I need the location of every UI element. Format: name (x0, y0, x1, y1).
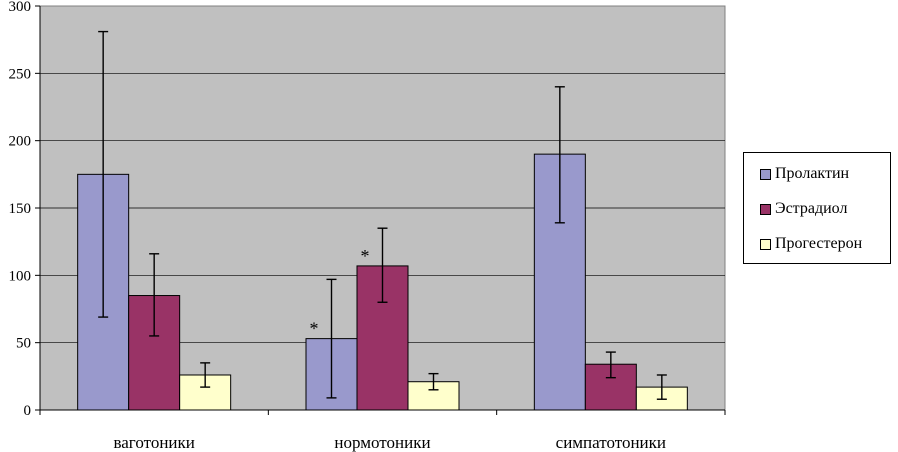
x-tick-labels: ваготоники нормотоники симпатотоники (113, 433, 666, 452)
x-tick-label: нормотоники (334, 433, 430, 452)
y-tick-label: 150 (9, 201, 32, 217)
legend: Пролактин Эстрадиол Прогестерон (743, 152, 891, 264)
significance-markers: ** (310, 246, 370, 339)
error-bars (98, 30, 667, 400)
legend-label-prolactin: Пролактин (775, 165, 850, 182)
axes (35, 5, 726, 415)
y-tick-labels: 0 50 100 150 200 250 300 (9, 0, 32, 419)
y-tick-label: 100 (9, 268, 32, 284)
legend-item-prolactin: Пролактин (760, 164, 849, 184)
x-tick-label: ваготоники (113, 433, 194, 452)
legend-swatch-progesterone (760, 238, 771, 250)
y-tick-label: 300 (9, 0, 32, 15)
significance-marker: * (310, 319, 319, 339)
legend-item-estradiol: Эстрадиол (760, 199, 847, 219)
y-tick-label: 0 (24, 403, 32, 419)
legend-swatch-estradiol (760, 203, 771, 215)
legend-swatch-prolactin (760, 168, 771, 180)
y-tick-label: 200 (9, 134, 32, 150)
significance-marker: * (361, 246, 370, 266)
y-tick-label: 50 (16, 336, 31, 352)
legend-item-progesterone: Прогестерон (760, 234, 862, 254)
y-tick-label: 250 (9, 66, 32, 82)
x-tick-label: симпатотоники (556, 433, 666, 452)
legend-label-progesterone: Прогестерон (775, 235, 863, 252)
legend-label-estradiol: Эстрадиол (775, 200, 848, 217)
bars (77, 153, 688, 411)
